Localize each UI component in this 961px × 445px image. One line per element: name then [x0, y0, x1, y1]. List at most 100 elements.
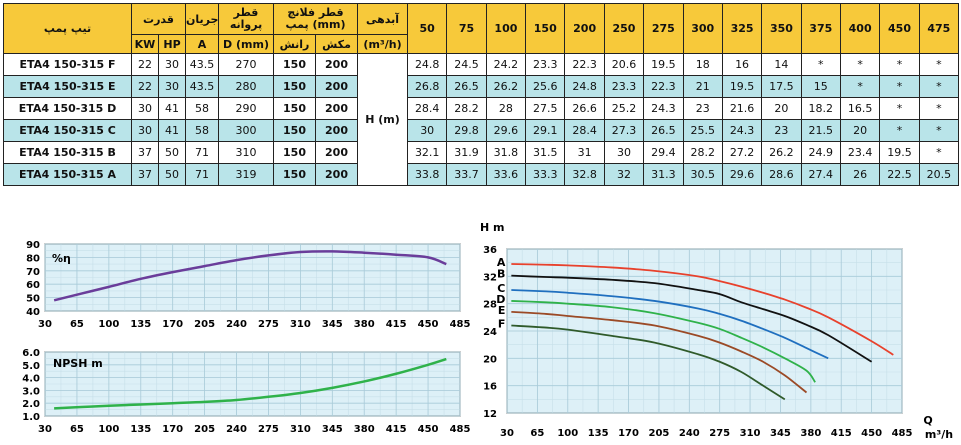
x-tick-label: 240 [226, 319, 247, 330]
cell-head: 24.8 [407, 53, 448, 76]
cell-suction: 200 [315, 97, 359, 120]
cell-suction: 200 [315, 141, 359, 164]
x-tick-label: 170 [618, 428, 639, 439]
cell-hp: 30 [157, 75, 187, 98]
cell-head: 23.3 [603, 75, 645, 98]
cell-head: 29.6 [485, 119, 527, 142]
y-tick-label: 5.0 [22, 361, 40, 372]
cell-suction: 200 [315, 119, 359, 142]
cell-a: 58 [185, 97, 220, 120]
x-tick-label: 240 [679, 428, 700, 439]
cell-head: 26 [839, 163, 881, 186]
cell-head: 28 [485, 97, 527, 120]
y-tick-label: 40 [26, 307, 40, 318]
cell-d: 280 [218, 75, 275, 98]
cell-head: 20 [839, 119, 881, 142]
x-tick-label: 275 [258, 319, 279, 330]
y-tick-label: 1.0 [22, 412, 40, 423]
y-tick-label: 6.0 [22, 348, 40, 359]
cell-head: 19.5 [721, 75, 763, 98]
cell-suction: 200 [315, 75, 359, 98]
series-label-C: C [497, 282, 505, 295]
cell-head: 28.4 [564, 119, 605, 142]
series-line-B [511, 274, 873, 363]
x-tick-label: 485 [892, 428, 913, 439]
series-line-D [511, 300, 816, 383]
header-flow-point: 275 [643, 3, 684, 54]
x-tick-label: 100 [557, 428, 578, 439]
cell-kw: 37 [131, 163, 159, 186]
cell-hp: 41 [157, 97, 187, 120]
cell-head: 33.3 [525, 163, 566, 186]
x-tick-label: 170 [162, 319, 183, 330]
x-tick-label: 100 [98, 424, 119, 435]
x-tick-label: 345 [322, 319, 343, 330]
cell-head: 32.1 [407, 141, 448, 164]
cell-model: ETA4 150-315 D [3, 97, 132, 120]
header-suction: مکش [315, 34, 359, 54]
y-tick-label: 28 [483, 300, 497, 311]
cell-head: 15 [800, 75, 841, 98]
cell-head: 24.8 [564, 75, 605, 98]
pump-spec-table: تیپ پمپ قدرت جریان قطر پروانه قطر فلانچ … [3, 3, 960, 186]
header-hp: HP [157, 34, 187, 54]
header-flow-unit: (m³/h) [357, 34, 409, 54]
x-tick-label: 30 [500, 428, 514, 439]
header-flow-point: 100 [485, 3, 527, 54]
x-tick-label: 275 [258, 424, 279, 435]
header-flow: آبدهی [357, 3, 409, 35]
npsh-axis-label: NPSH m [53, 357, 103, 370]
cell-head: 22.3 [643, 75, 684, 98]
y-tick-label: 4.0 [22, 374, 40, 385]
cell-head: 27.2 [721, 141, 763, 164]
x-tick-label: 450 [861, 428, 882, 439]
cell-head: 30.5 [682, 163, 723, 186]
x-tick-label: 310 [290, 424, 311, 435]
header-flow-point: 150 [525, 3, 566, 54]
x-tick-label: 135 [588, 428, 609, 439]
header-flow-point: 200 [564, 3, 605, 54]
y-tick-label: 3.0 [22, 386, 40, 397]
x-tick-label: 205 [194, 319, 215, 330]
cell-d: 310 [218, 141, 275, 164]
cell-head: 32 [603, 163, 645, 186]
head-axis-label: H m [480, 221, 505, 234]
y-tick-label: 50 [26, 294, 40, 305]
y-tick-label: 16 [483, 382, 497, 393]
cell-head: 33.6 [485, 163, 527, 186]
efficiency-axis-label: %η [52, 252, 71, 265]
series-label-B: B [497, 268, 505, 281]
cell-head: * [918, 75, 960, 98]
cell-head: 27.3 [603, 119, 645, 142]
x-tick-label: 345 [322, 424, 343, 435]
cell-d: 270 [218, 53, 275, 76]
cell-head: 26.5 [643, 119, 684, 142]
x-tick-label: 275 [709, 428, 730, 439]
x-tick-label: 415 [831, 428, 852, 439]
cell-head: 33.7 [446, 163, 487, 186]
head-label: H (m) [357, 53, 409, 186]
cell-head: 18.2 [800, 97, 841, 120]
x-tick-label: 450 [418, 319, 439, 330]
cell-head: 29.6 [721, 163, 763, 186]
y-tick-label: 80 [26, 253, 40, 264]
flow-axis-unit: m³/h [925, 428, 953, 441]
y-tick-label: 70 [26, 267, 40, 278]
cell-head: 21.6 [721, 97, 763, 120]
y-tick-label: 12 [483, 409, 497, 420]
cell-head: * [839, 75, 881, 98]
cell-head: 24.3 [721, 119, 763, 142]
series-line-C [511, 289, 829, 360]
header-power: قدرت [130, 3, 187, 35]
series-line-E [511, 310, 808, 394]
x-tick-label: 485 [450, 424, 471, 435]
x-tick-label: 485 [450, 319, 471, 330]
x-tick-label: 450 [418, 424, 439, 435]
x-tick-label: 30 [38, 424, 52, 435]
cell-head: 33.8 [407, 163, 448, 186]
series-label-F: F [498, 318, 506, 331]
header-amp: A [185, 34, 220, 54]
x-tick-label: 415 [386, 319, 407, 330]
table-row: ETA4 150-315 E 22 30 43.5 280 150 200 26.8 26.5 2… [3, 75, 960, 98]
cell-head: 17.5 [761, 75, 802, 98]
